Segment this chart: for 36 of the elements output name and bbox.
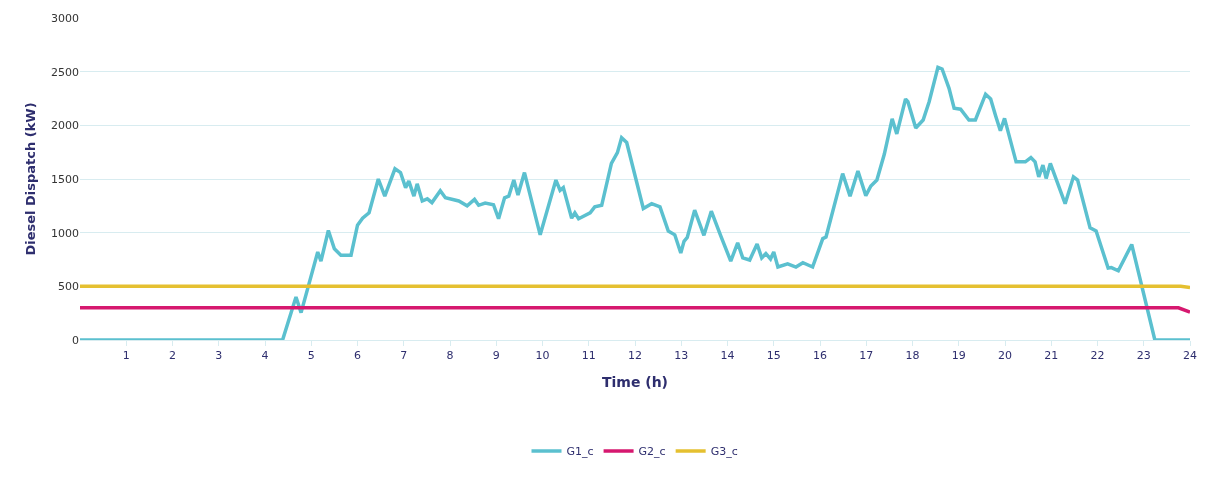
x-axis-title: Time (h)	[601, 373, 669, 390]
x-tick-label: 17	[859, 349, 874, 363]
x-tick-label: 21	[1044, 349, 1059, 363]
x-tick-label: 4	[261, 349, 269, 363]
x-tick-label: 23	[1136, 349, 1151, 363]
x-tick-label: 20	[998, 349, 1012, 363]
y-tick-label: 0	[72, 333, 79, 347]
y-tick-label: 2000	[51, 119, 79, 133]
x-tick-label: 19	[951, 349, 966, 363]
x-tick-label: 6	[354, 349, 361, 363]
legend-label: G2_c	[638, 445, 666, 459]
y-tick-label: 1000	[51, 226, 79, 240]
x-tick-label: 8	[446, 349, 454, 363]
y-tick-label: 3000	[51, 11, 79, 25]
x-tick-label: 16	[813, 349, 827, 363]
x-tick-label: 24	[1183, 349, 1197, 363]
x-tick-label: 2	[169, 349, 176, 363]
y-axis-title: Diesel Dispatch (kW)	[22, 102, 38, 256]
x-tick-label: 10	[535, 349, 550, 363]
x-tick-label: 9	[492, 349, 500, 363]
x-tick-label: 15	[766, 349, 781, 363]
y-tick-label: 1500	[51, 172, 79, 186]
x-tick-label: 13	[674, 349, 689, 363]
legend-label: G3_c	[710, 445, 738, 459]
x-tick-label: 3	[215, 349, 223, 363]
x-tick-label: 5	[307, 349, 315, 363]
x-tick-label: 7	[400, 349, 408, 363]
y-tick-label: 2500	[51, 65, 79, 79]
x-tick-label: 14	[720, 349, 735, 363]
x-tick-label: 18	[905, 349, 920, 363]
x-tick-label: 1	[122, 349, 130, 363]
x-tick-label: 11	[581, 349, 596, 363]
y-tick-label: 500	[58, 280, 79, 294]
x-tick-label: 12	[628, 349, 642, 363]
x-tick-label: 22	[1090, 349, 1105, 363]
legend-label: G1_c	[566, 445, 594, 459]
